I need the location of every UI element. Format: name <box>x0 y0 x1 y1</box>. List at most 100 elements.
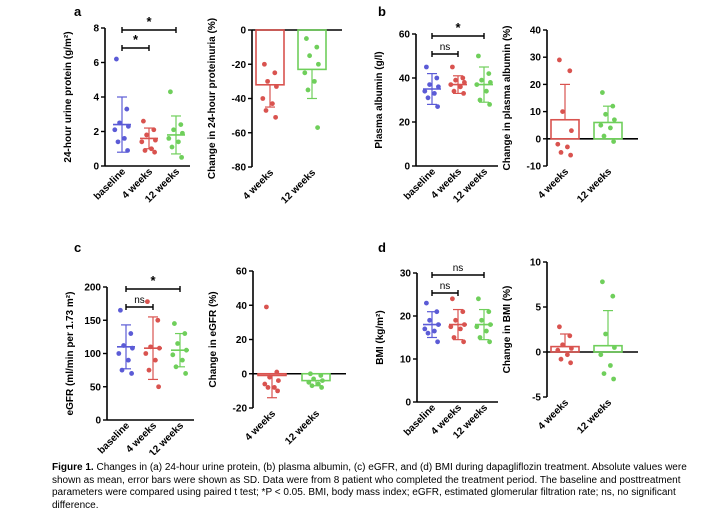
chart-c-change-data-point <box>318 373 324 378</box>
chart-c-absolute-data-point <box>156 384 162 390</box>
chart-a-change-y-tick-label: -40 <box>232 94 247 105</box>
chart-d-absolute-data-point <box>451 335 457 340</box>
chart-c-change-data-point <box>320 378 325 383</box>
chart-a-absolute-data-point <box>115 139 121 145</box>
chart-a-absolute-data-point <box>180 130 185 136</box>
chart-d-change-data-point <box>565 352 570 358</box>
chart-c-change-y-tick-label: 40 <box>236 301 248 312</box>
chart-a-change-data-point <box>312 78 317 84</box>
chart-a-change-y-tick-label: -80 <box>232 163 247 174</box>
panel-label-a: a <box>74 4 82 19</box>
chart-a-change-data-point <box>265 78 270 84</box>
chart-a-absolute-data-point <box>139 139 145 145</box>
caption-label: Figure 1. <box>52 462 94 473</box>
chart-a-change-data-point <box>304 36 309 41</box>
chart-d-change-data-point <box>558 356 564 362</box>
chart-d-absolute-data-point <box>458 326 463 332</box>
chart-c-absolute-data-point <box>184 347 189 353</box>
chart-b-absolute-data-point <box>462 80 467 85</box>
chart-b-absolute-y-tick-label: 20 <box>399 118 411 129</box>
chart-a-absolute-data-point <box>117 120 122 126</box>
chart-d-absolute-data-point <box>488 322 493 327</box>
chart-d-absolute-data-point <box>487 339 492 345</box>
chart-a-change-data-point <box>270 101 275 107</box>
chart-d-absolute-data-point <box>425 330 431 336</box>
chart-c-change-data-point <box>306 379 312 385</box>
chart-c-change-bar <box>257 372 287 377</box>
chart-a-change-x-tick-label: 4 weeks <box>241 167 276 202</box>
chart-c-change-x-tick-label: 4 weeks <box>243 408 278 443</box>
chart-b-change-data-point <box>567 68 573 74</box>
chart-d-change-x-tick-label: 12 weeks <box>575 397 614 436</box>
chart-d-absolute-data-point <box>436 322 441 327</box>
chart-d-absolute-data-point <box>435 339 440 345</box>
chart-b-absolute-data-point <box>486 71 492 76</box>
chart-d-absolute-y-label: BMI (kg/m²) <box>375 310 386 364</box>
chart-c-absolute-sig-label: * <box>150 273 156 288</box>
chart-b-change-data-point <box>598 122 604 128</box>
chart-c-change-data-point <box>262 381 268 387</box>
chart-d-absolute-data-point <box>453 317 458 323</box>
chart-b-absolute-data-point <box>484 88 489 94</box>
chart-c-absolute-data-point <box>119 367 125 373</box>
chart-c-change-bar <box>301 372 331 382</box>
figure-caption: Figure 1. Changes in (a) 24-hour urine p… <box>52 462 692 512</box>
chart-a-absolute-data-point <box>142 148 148 153</box>
chart-b-change-data-point <box>601 133 607 139</box>
chart-c-absolute-data-point <box>145 299 150 305</box>
chart-d-change-bar <box>550 345 580 353</box>
chart-b-change-data-point <box>558 150 564 155</box>
chart-b-absolute-data-point <box>450 64 455 70</box>
chart-a-change-data-point <box>260 96 266 101</box>
chart-a-change-y-label: Change in 24-hour proteinuria (%) <box>207 18 218 179</box>
chart-a-change-data-point <box>302 70 308 76</box>
chart-b-absolute-data-point <box>461 91 466 96</box>
chart-a-absolute-data-point <box>166 136 172 141</box>
chart-a-absolute-data-point <box>124 106 130 112</box>
chart-d-absolute-y-tick-label: 0 <box>405 398 411 409</box>
chart-c-absolute-data-point <box>170 352 176 358</box>
chart-c-change-y-tick-label: 60 <box>236 267 248 278</box>
chart-c-absolute-data-point <box>173 364 179 370</box>
chart-c-change-data-point <box>274 369 280 375</box>
chart-a-absolute-data-point <box>144 132 150 138</box>
chart-c-absolute-y-tick-label: 50 <box>90 382 102 393</box>
chart-d-absolute-y-tick-label: 20 <box>400 312 412 323</box>
chart-a-change-y-tick-label: 0 <box>240 26 246 37</box>
panel-label-c: c <box>74 240 81 255</box>
chart-b-absolute-y-tick-label: 0 <box>404 162 410 173</box>
chart-a-absolute-data-point <box>125 148 130 153</box>
chart-a-change-data-point <box>263 108 269 113</box>
chart-c-absolute-y-tick-label: 200 <box>84 283 101 294</box>
chart-c-change-data-point <box>275 388 280 394</box>
chart-c-absolute-y-label: eGFR (ml/min per 1.73 m²) <box>65 292 76 416</box>
chart-c-absolute-data-point <box>148 344 154 350</box>
chart-c-change-data-point <box>264 304 269 310</box>
chart-d-change-bar <box>593 344 623 353</box>
chart-a-change-data-point <box>274 84 279 89</box>
chart-a-absolute-data-point <box>122 136 127 141</box>
chart-a-absolute-data-point <box>168 89 173 95</box>
chart-a-absolute-y-tick-label: 4 <box>93 93 99 104</box>
chart-b-absolute-data-point <box>432 91 437 96</box>
chart-c-absolute-y-tick-label: 0 <box>95 416 101 427</box>
chart-b-absolute-data-point <box>460 75 466 81</box>
chart-d-absolute-data-point <box>461 339 466 345</box>
chart-b-absolute-data-point <box>434 75 440 81</box>
chart-c-change-data-point <box>319 385 324 390</box>
chart-c-change-data-point <box>267 374 272 380</box>
chart-b-absolute-data-point <box>453 77 458 83</box>
chart-a-absolute-y-tick-label: 2 <box>93 127 99 138</box>
chart-b-change-y-label: Change in plasma albumin (%) <box>502 25 513 170</box>
chart-d-change-data-point <box>555 347 561 353</box>
chart-b-change-data-point <box>612 117 617 123</box>
chart-b-absolute-data-point <box>425 95 431 101</box>
chart-a-absolute-sig-label: * <box>133 32 139 47</box>
chart-a-absolute-y-tick-label: 8 <box>93 24 99 35</box>
chart-a-absolute-y-tick-label: 0 <box>93 162 99 173</box>
chart-c-absolute-data-point <box>175 341 181 346</box>
chart-a-change-x-tick-label: 12 weeks <box>279 167 318 206</box>
chart-a-change-y-tick-label: -60 <box>232 128 247 139</box>
chart-b-change-y-tick-label: 40 <box>530 26 542 37</box>
